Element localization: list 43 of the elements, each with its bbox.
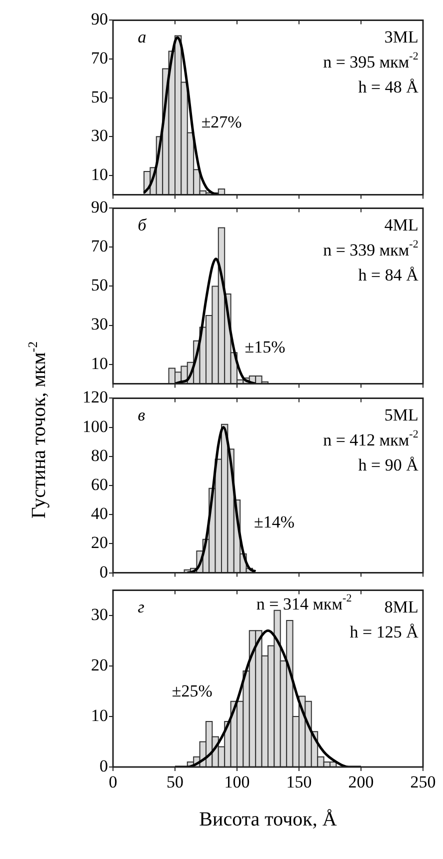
y-tick-label: 10 [91, 354, 108, 373]
annotation: б [138, 216, 147, 235]
y-tick-label: 90 [91, 10, 108, 29]
y-tick-label: 120 [82, 388, 108, 407]
x-tick-label: 50 [166, 772, 184, 792]
y-tick-label: 70 [91, 48, 108, 68]
y-tick-label: 0 [100, 756, 108, 776]
x-tick-label: 250 [410, 772, 436, 792]
annotation: 5ML [384, 406, 418, 425]
y-tick-label: 30 [91, 314, 108, 334]
y-tick-label: 20 [91, 655, 108, 674]
y-tick-label: 80 [91, 446, 108, 465]
annotation: ±25% [172, 682, 212, 701]
y-tick-label: 10 [91, 706, 108, 725]
annotation: г [138, 598, 145, 617]
annotation: 8ML [384, 598, 418, 617]
y-tick-label: 50 [91, 87, 108, 106]
annotation: h = 125 Å [350, 622, 420, 642]
y-tick-label: 60 [91, 474, 108, 494]
x-tick-label: 100 [224, 772, 250, 792]
y-tick-label: 100 [82, 416, 108, 436]
annotation: h = 90 Å [358, 456, 420, 475]
x-axis-title: Висота точок, Å [199, 808, 337, 830]
y-tick-label: 40 [91, 504, 108, 524]
y-tick-label: 0 [100, 562, 108, 582]
annotation: ±27% [201, 112, 242, 132]
y-tick-label: 90 [91, 198, 108, 217]
y-tick-label: 30 [91, 126, 108, 146]
annotation: h = 48 Å [358, 78, 420, 97]
annotation: в [138, 406, 146, 425]
y-tick-label: 20 [91, 533, 108, 552]
annotation: а [138, 28, 146, 47]
annotation: ±14% [254, 512, 295, 532]
y-tick-label: 50 [91, 276, 108, 295]
x-tick-label: 150 [286, 772, 312, 792]
y-tick-label: 30 [91, 604, 108, 624]
y-tick-label: 70 [91, 236, 108, 256]
annotation: h = 84 Å [358, 266, 420, 285]
x-tick-label: 200 [348, 772, 374, 792]
annotation: 3ML [384, 28, 418, 47]
annotation: 4ML [384, 216, 418, 235]
annotation: ±15% [244, 338, 286, 357]
y-tick-label: 10 [91, 164, 108, 184]
